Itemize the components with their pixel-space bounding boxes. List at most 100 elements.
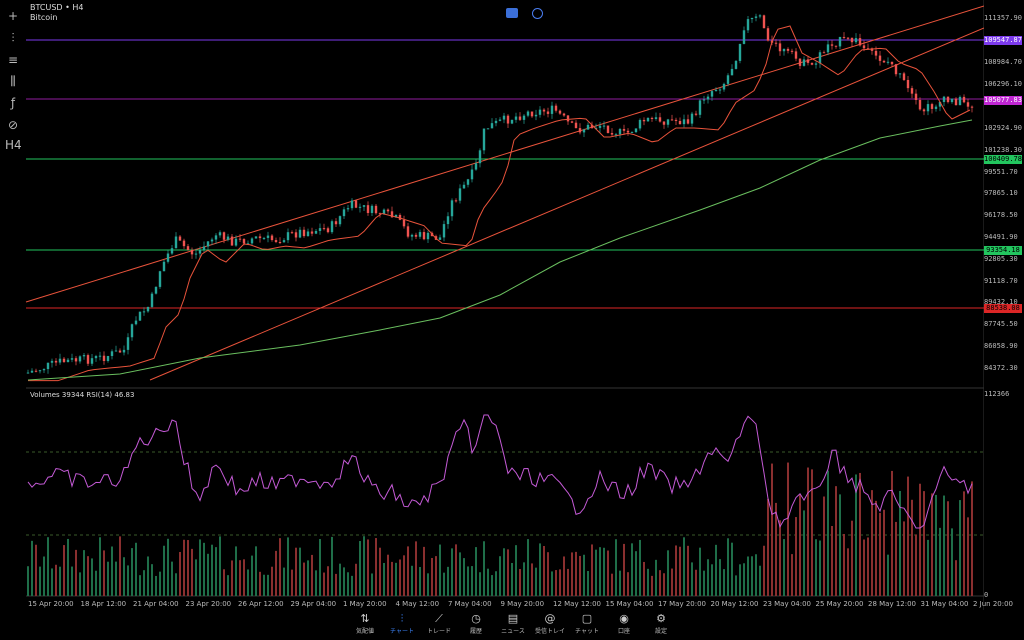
candle-body (174, 236, 178, 249)
candle-body (582, 129, 586, 133)
volume-bar (31, 540, 33, 596)
volume-bar (327, 566, 329, 596)
candle-body (550, 105, 554, 114)
nav-quotes[interactable]: ⇅ 気配値 (345, 612, 385, 635)
volume-bar (159, 571, 161, 596)
volume-bar (203, 542, 205, 596)
volume-bar (599, 547, 601, 596)
candle-body (478, 150, 482, 164)
volume-bar (799, 494, 801, 596)
candle-body (806, 59, 810, 63)
volume-bar (943, 495, 945, 596)
candle-body (878, 55, 882, 61)
candle-body (394, 214, 398, 218)
volume-bar (275, 550, 277, 596)
volume-bar (827, 470, 829, 596)
volume-bar (907, 476, 909, 596)
volume-bar (55, 564, 57, 596)
timeframe-icon[interactable]: H4 (5, 138, 22, 152)
volume-bar (695, 569, 697, 596)
market-clock-icon[interactable] (532, 8, 543, 19)
indicators-icon[interactable]: ≡ (7, 53, 19, 67)
volume-bar (691, 562, 693, 596)
candle-body (122, 349, 126, 353)
candle-body (350, 200, 354, 209)
candle-body (738, 43, 742, 61)
price-axis-label: 97865.10 (984, 189, 1018, 197)
candle-body (902, 73, 906, 80)
candle-body (310, 231, 314, 234)
price-chart[interactable] (0, 0, 984, 610)
candle-body (214, 235, 218, 240)
candle-body (450, 200, 454, 217)
volume-bar (59, 566, 61, 596)
nav-account[interactable]: ◉ 口座 (604, 612, 644, 635)
candle-body (42, 369, 46, 371)
candle-body (674, 119, 678, 121)
nav-history[interactable]: ◷ 履歴 (456, 612, 496, 635)
nav-news[interactable]: ▤ ニュース (493, 612, 533, 635)
date-axis-label: 9 May 20:00 (500, 600, 545, 608)
candle-body (374, 205, 378, 214)
candle-body (410, 234, 414, 237)
volume-bar (683, 537, 685, 596)
candle-body (934, 106, 938, 109)
nav-inbox[interactable]: @ 受信トレイ (530, 612, 570, 635)
volume-bar (571, 552, 573, 596)
candle-body (390, 211, 394, 218)
volume-bar (939, 527, 941, 596)
candle-body (446, 216, 450, 225)
nav-trade[interactable]: ⟋ トレード (419, 612, 459, 635)
candle-body (346, 208, 350, 210)
candle-body (298, 229, 302, 238)
candle-body (726, 75, 730, 84)
volume-bar (191, 548, 193, 596)
functions-icon[interactable]: ƒ (10, 96, 16, 110)
chart-type-icon[interactable]: ⫶ (11, 31, 15, 45)
volume-bar (263, 574, 265, 596)
candle-body (518, 116, 522, 120)
candle-body (406, 226, 410, 237)
candle-body (402, 219, 406, 227)
date-axis-label: 17 May 20:00 (658, 600, 707, 608)
candle-body (142, 311, 146, 313)
objects-icon[interactable]: ⫼ (10, 74, 16, 88)
channel-lower (149, 27, 984, 381)
crosshair-icon[interactable]: + (7, 9, 19, 23)
volume-bar (911, 499, 913, 596)
volume-bar (259, 571, 261, 596)
candle-body (326, 228, 330, 233)
zoom-icon[interactable]: ⊘ (7, 118, 19, 132)
volume-bar (735, 575, 737, 596)
volume-bar (635, 551, 637, 596)
volume-bar (439, 544, 441, 596)
volume-bar (195, 559, 197, 596)
candle-body (942, 96, 946, 103)
nav-label: 設定 (654, 628, 667, 635)
candle-body (838, 36, 842, 47)
candle-body (730, 68, 734, 76)
one-click-trading-icon[interactable] (506, 8, 518, 18)
volume-bar (223, 569, 225, 596)
volume-bar (95, 570, 97, 596)
volume-bar (855, 474, 857, 596)
volume-bar (459, 552, 461, 596)
candle-body (414, 234, 418, 237)
volume-bar (311, 554, 313, 596)
volume-bar (535, 567, 537, 596)
volume-bar (951, 528, 953, 596)
volume-bar (971, 481, 973, 596)
candle-body (490, 123, 494, 129)
nav-chart[interactable]: ⫶ チャート (382, 612, 422, 635)
volume-bar (455, 544, 457, 596)
nav-chat[interactable]: ▢ チャット (567, 612, 607, 635)
volume-bar (627, 572, 629, 596)
nav-settings[interactable]: ⚙ 設定 (641, 612, 681, 635)
price-axis-label: 84372.30 (984, 364, 1018, 372)
date-axis-label: 28 May 12:00 (868, 600, 917, 608)
candle-body (170, 248, 174, 254)
candle-body (834, 45, 838, 47)
date-axis-label: 29 Apr 04:00 (290, 600, 337, 608)
candle-body (782, 48, 786, 52)
candle-body (746, 19, 750, 31)
